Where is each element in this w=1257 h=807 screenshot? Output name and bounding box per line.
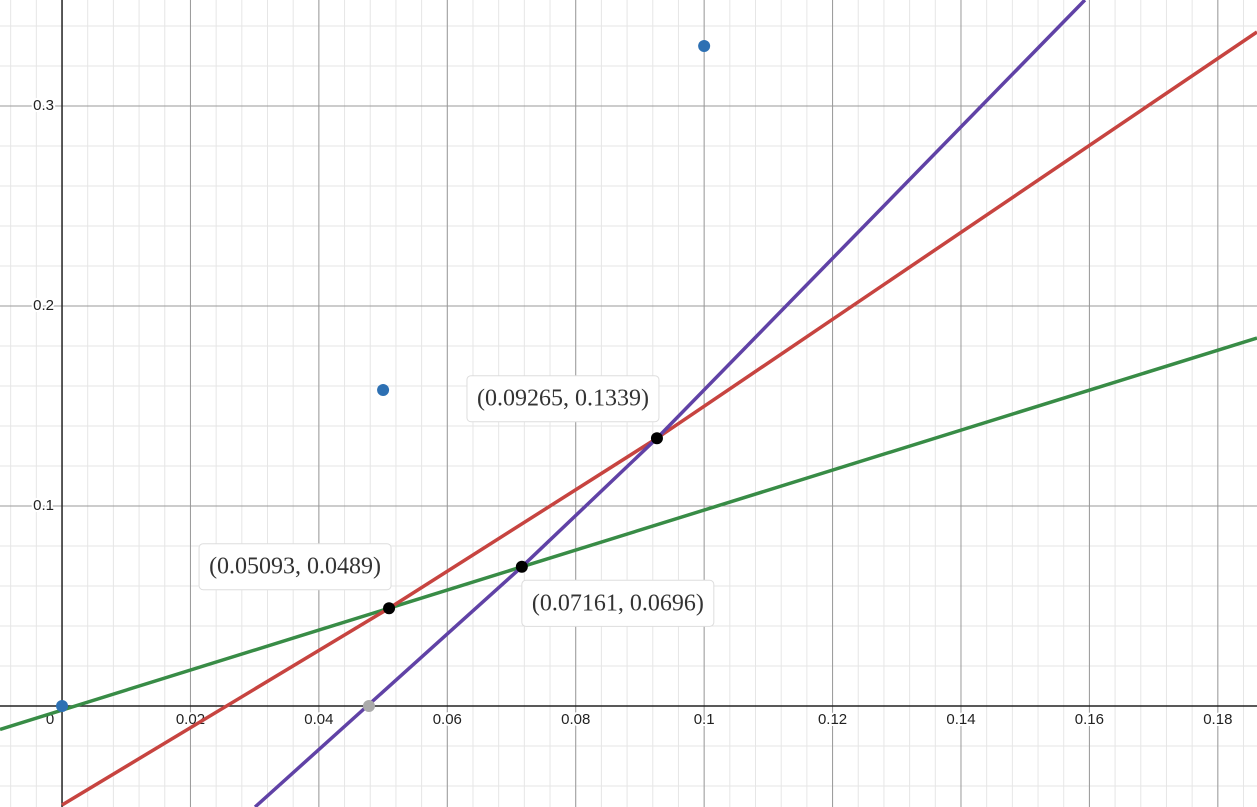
x-tick-label: 0.06 (433, 711, 462, 728)
label-box (521, 579, 715, 627)
label-box (466, 375, 660, 423)
point-label: (0.09265, 0.1339) (466, 375, 660, 423)
x-tick-label: 0.18 (1203, 711, 1232, 728)
y-tick-label: 0.2 (33, 297, 54, 314)
y-tick-label: 0.3 (33, 97, 54, 114)
y-tick-label: 0.1 (33, 497, 54, 514)
point (377, 384, 390, 396)
point (362, 700, 375, 712)
x-tick-label: 0.14 (946, 711, 975, 728)
x-tick-label: 0.12 (818, 711, 847, 728)
x-tick-label: 0.08 (561, 711, 590, 728)
point (515, 560, 528, 573)
point-label-text: (0.09265, 0.1339) (477, 386, 649, 412)
point-label-text: (0.07161, 0.0696) (532, 590, 704, 616)
x-tick-label: 0.04 (304, 711, 333, 728)
x-tick-label: 0.02 (176, 711, 205, 728)
function-line (253, 0, 1087, 807)
point (650, 432, 663, 445)
point (698, 40, 711, 52)
point (383, 602, 396, 615)
label-box (198, 543, 392, 591)
function-line (61, 30, 1257, 807)
point-label: (0.07161, 0.0696) (521, 579, 715, 627)
point-label-text: (0.05093, 0.0489) (209, 554, 381, 580)
point-label: (0.05093, 0.0489) (198, 543, 392, 591)
x-tick-label: 0.16 (1075, 711, 1104, 728)
point (56, 700, 69, 712)
x-tick-label: 0.1 (694, 711, 715, 728)
function-line (0, 336, 1257, 732)
